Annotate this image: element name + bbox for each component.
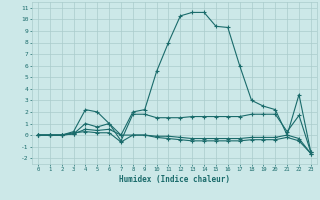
X-axis label: Humidex (Indice chaleur): Humidex (Indice chaleur) xyxy=(119,175,230,184)
